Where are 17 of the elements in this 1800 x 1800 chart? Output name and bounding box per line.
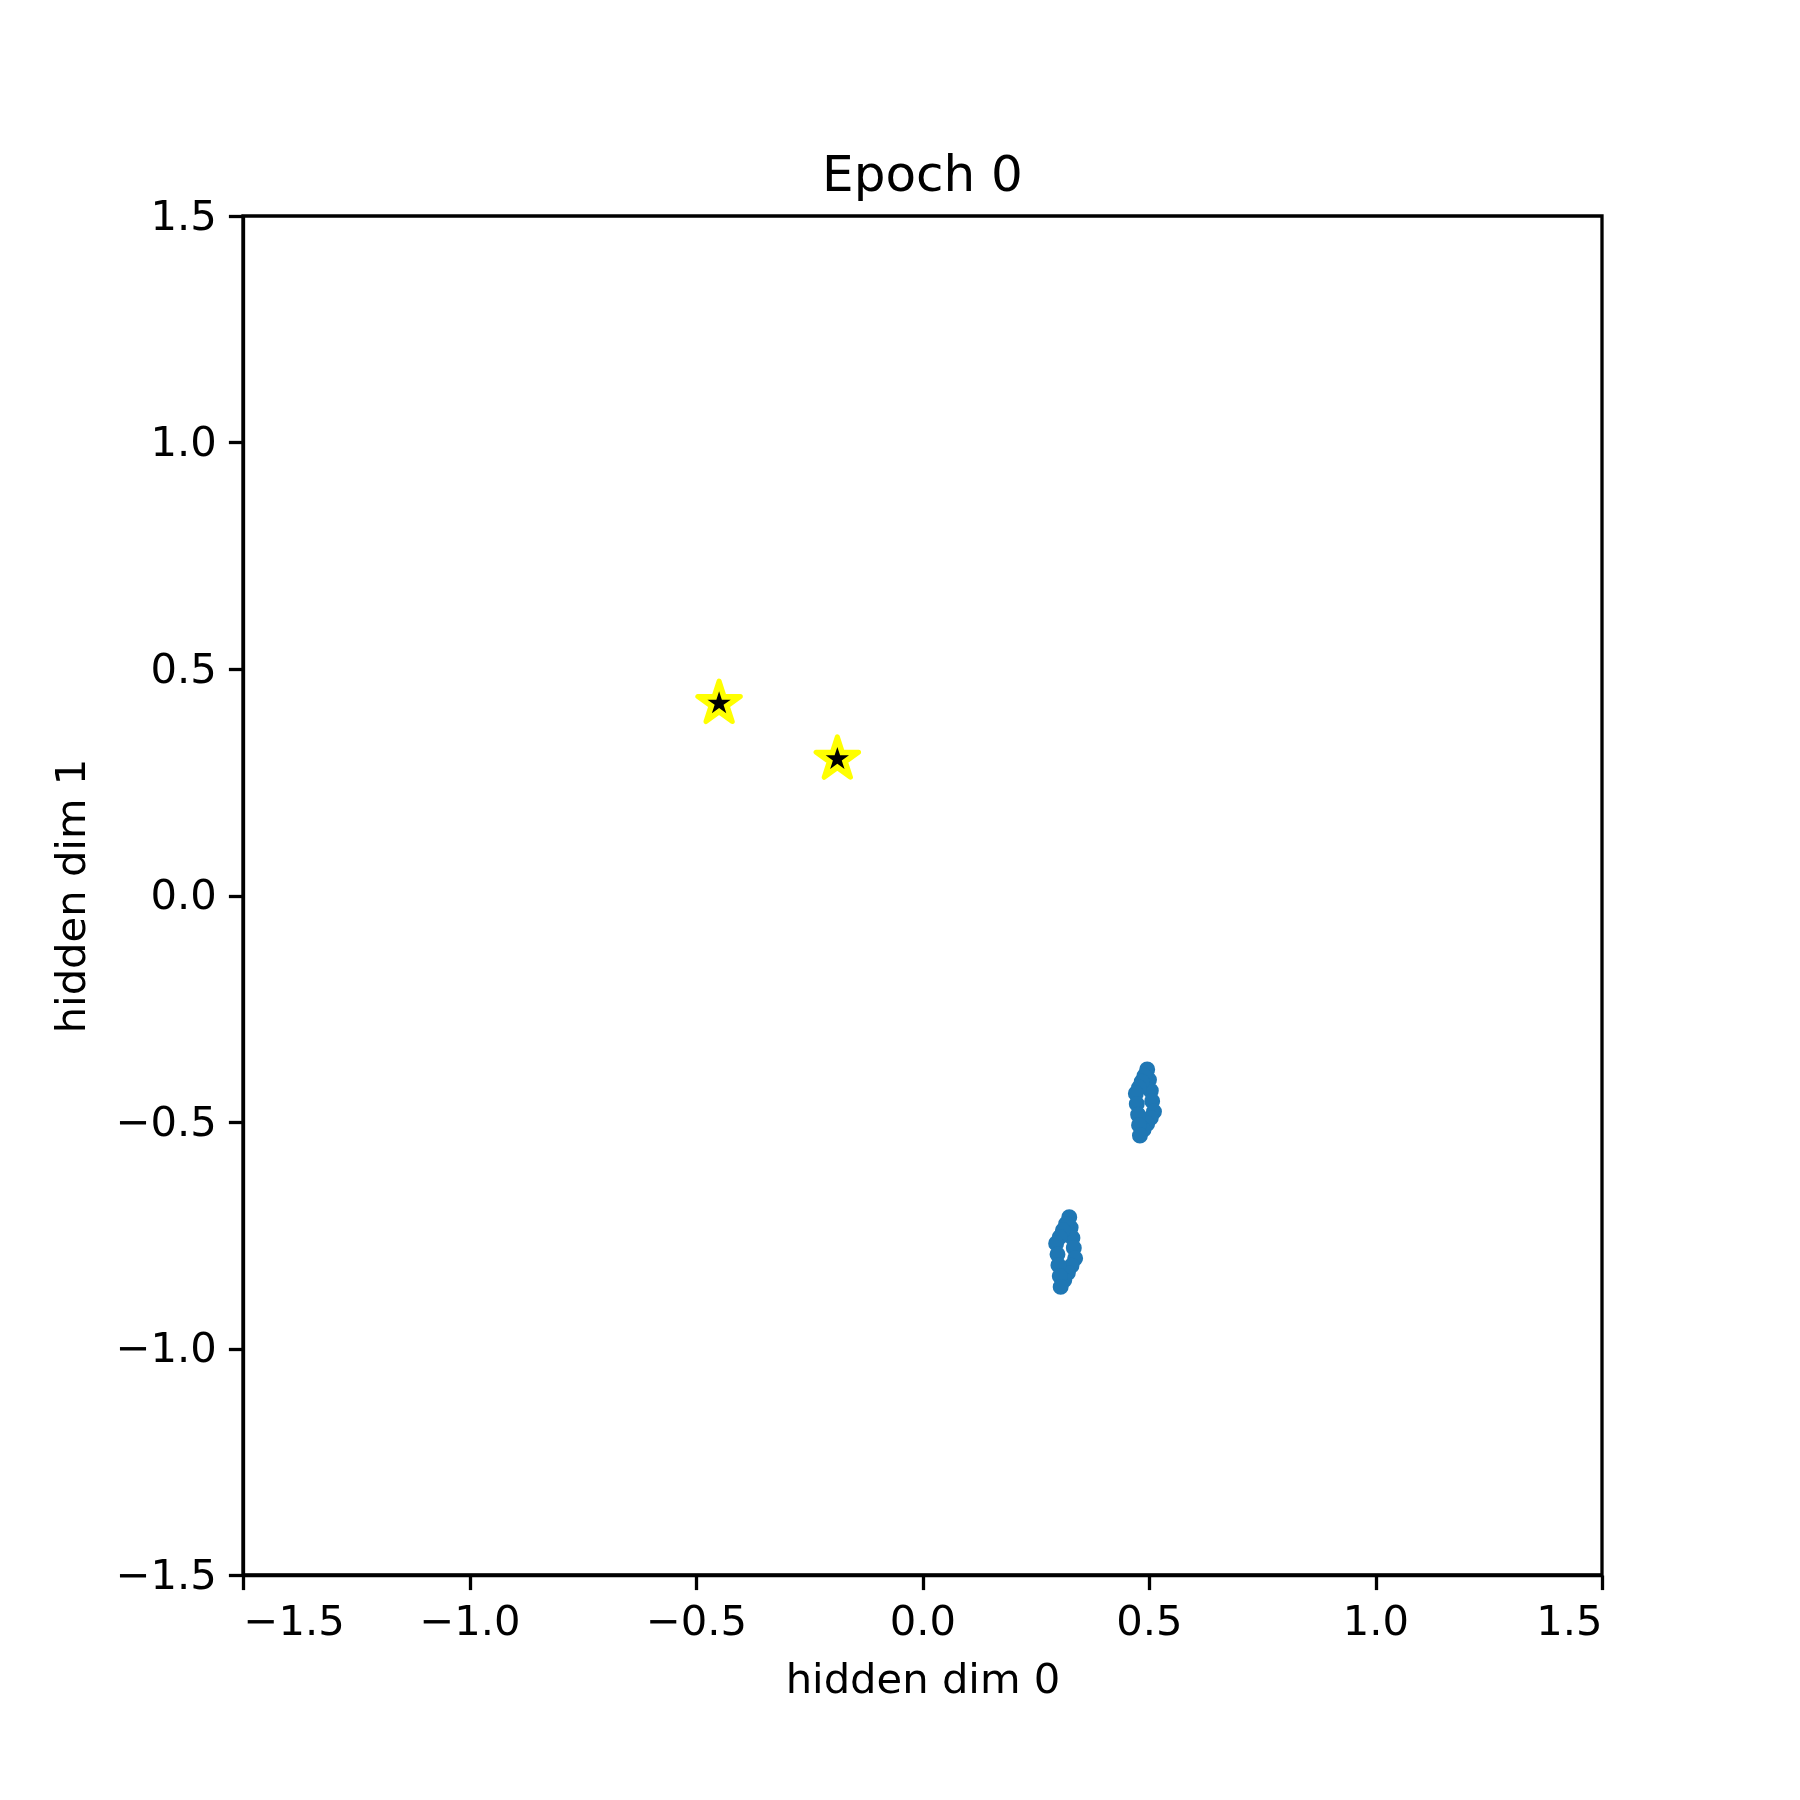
x-tick-label: 0.0 (889, 1596, 957, 1646)
y-axis-title: hidden dim 1 (45, 758, 95, 1034)
y-tick-label: −0.5 (115, 1096, 217, 1146)
x-tick-label: 1.5 (1536, 1596, 1603, 1646)
chart-title: Epoch 0 (822, 145, 1023, 203)
x-tick-label: 0.5 (1116, 1596, 1183, 1646)
x-tick-label: −0.5 (645, 1596, 748, 1646)
y-tick-label: 0.0 (150, 870, 217, 919)
y-tick-label: −1.0 (115, 1323, 217, 1372)
y-tick-label: 0.5 (150, 643, 217, 693)
x-tick-label: 1.0 (1342, 1596, 1410, 1646)
x-axis-title: hidden dim 0 (785, 1653, 1061, 1703)
y-tick-label: −1.5 (115, 1549, 217, 1599)
y-tick-label: 1.5 (150, 190, 217, 240)
x-tick-label: −1.5 (243, 1596, 345, 1646)
x-tick-label: −1.0 (419, 1596, 521, 1646)
y-tick-label: 1.0 (150, 417, 217, 466)
